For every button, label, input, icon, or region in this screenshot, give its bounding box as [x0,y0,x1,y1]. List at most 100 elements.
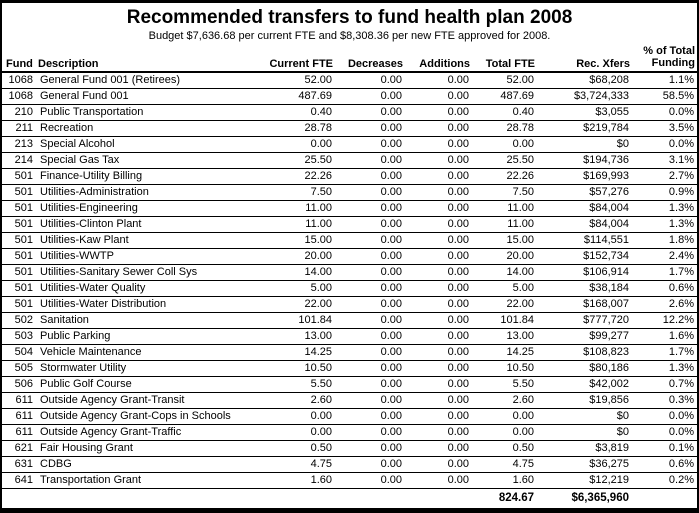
pct-of-total-cell: 12.2% [632,312,697,329]
total-fte-cell: 5.50 [472,376,537,393]
total-fte-cell: 1.60 [472,472,537,489]
total-fte-cell: 0.00 [472,424,537,441]
rec-xfers-cell: $84,004 [537,216,632,233]
table-row: 506 Public Golf Course 5.50 0.00 0.00 5.50 $42… [2,376,697,393]
additions-cell: 0.00 [405,296,472,313]
rec-xfers-cell: $68,208 [537,72,632,89]
total-fte-cell: 22.00 [472,296,537,313]
rec-xfers-cell: $99,277 [537,328,632,345]
current-fte-cell: 22.00 [242,296,335,313]
pct-of-total-cell: 1.7% [632,264,697,281]
table-row: 501 Finance-Utility Billing 22.26 0.00 0.00 2… [2,168,697,185]
current-fte-cell: 20.00 [242,248,335,265]
decreases-cell: 0.00 [335,152,405,169]
fund-cell: 621 [2,440,36,457]
table-row: 505 Stormwater Utility 10.50 0.00 0.00 10.50 $… [2,360,697,377]
description-cell: Utilities-Engineering [36,200,242,217]
table-row: 501 Utilities-Sanitary Sewer Coll Sys 14.0… [2,264,697,281]
fund-cell: 501 [2,184,36,201]
additions-cell: 0.00 [405,456,472,473]
decreases-cell: 0.00 [335,392,405,409]
pct-of-total-cell: 0.9% [632,184,697,201]
additions-cell: 0.00 [405,184,472,201]
decreases-cell: 0.00 [335,360,405,377]
pct-of-total-cell: 3.5% [632,120,697,137]
additions-cell: 0.00 [405,136,472,153]
fund-cell: 1068 [2,88,36,105]
rec-xfers-cell: $36,275 [537,456,632,473]
table-row: 504 Vehicle Maintenance 14.25 0.00 0.00 14.25… [2,344,697,361]
decreases-cell: 0.00 [335,344,405,361]
rec-xfers-cell: $169,993 [537,168,632,185]
fund-cell: 1068 [2,72,36,89]
description-cell: Outside Agency Grant-Traffic [36,424,242,441]
pct-of-total-cell: 0.3% [632,392,697,409]
total-additions-cell [405,489,472,508]
pct-of-total-cell: 0.0% [632,104,697,121]
description-cell: Special Gas Tax [36,152,242,169]
decreases-cell: 0.00 [335,280,405,297]
table-row: 501 Utilities-Administration 7.50 0.00 0.00 7… [2,184,697,201]
rec-xfers-cell: $3,724,333 [537,88,632,105]
total-fte-cell: 20.00 [472,248,537,265]
table-row: 211 Recreation 28.78 0.00 0.00 28.78 $219,784 3… [2,120,697,137]
fund-cell: 506 [2,376,36,393]
fund-cell: 505 [2,360,36,377]
current-fte-cell: 15.00 [242,232,335,249]
rec-xfers-cell: $42,002 [537,376,632,393]
pct-of-total-cell: 1.7% [632,344,697,361]
pct-of-total-cell: 58.5% [632,88,697,105]
table-row: 611 Outside Agency Grant-Traffic 0.00 0.00 0… [2,424,697,441]
fund-cell: 210 [2,104,36,121]
fund-cell: 501 [2,280,36,297]
pct-of-total-cell: 1.3% [632,360,697,377]
fund-cell: 213 [2,136,36,153]
additions-cell: 0.00 [405,104,472,121]
pct-of-total-cell: 0.1% [632,440,697,457]
current-fte-cell: 5.00 [242,280,335,297]
pct-of-total-cell: 0.2% [632,472,697,489]
total-fte-cell: 52.00 [472,72,537,89]
transfers-table: Fund Description Current FTE Decreases A… [2,45,697,507]
description-cell: Utilities-Clinton Plant [36,216,242,233]
additions-cell: 0.00 [405,72,472,89]
pct-of-total-cell: 0.0% [632,424,697,441]
rec-xfers-cell: $108,823 [537,344,632,361]
fund-cell: 504 [2,344,36,361]
fund-cell: 501 [2,216,36,233]
pct-header-line1: % of Total [643,45,695,57]
current-fte-cell: 25.50 [242,152,335,169]
table-header: Fund Description Current FTE Decreases A… [2,45,697,73]
fund-cell: 501 [2,264,36,281]
description-cell: Sanitation [36,312,242,329]
total-fte-cell: 4.75 [472,456,537,473]
description-cell: Utilities-Water Distribution [36,296,242,313]
fund-cell: 501 [2,200,36,217]
pct-of-total-cell: 0.0% [632,408,697,425]
total-fte-cell: 7.50 [472,184,537,201]
pct-of-total-cell: 0.7% [632,376,697,393]
rec-xfers-cell: $12,219 [537,472,632,489]
current-fte-cell: 14.25 [242,344,335,361]
total-fte-cell: 14.00 [472,264,537,281]
table-row: 641 Transportation Grant 1.60 0.00 0.00 1.60 $… [2,472,697,489]
rec-xfers-cell: $194,736 [537,152,632,169]
description-cell: Vehicle Maintenance [36,344,242,361]
decreases-cell: 0.00 [335,88,405,105]
decreases-cell: 0.00 [335,264,405,281]
description-cell: Stormwater Utility [36,360,242,377]
fund-cell: 641 [2,472,36,489]
rec-xfers-cell: $38,184 [537,280,632,297]
decreases-cell: 0.00 [335,424,405,441]
additions-cell: 0.00 [405,88,472,105]
current-fte-cell: 487.69 [242,88,335,105]
fund-cell: 211 [2,120,36,137]
decreases-cell: 0.00 [335,200,405,217]
current-fte-cell: 7.50 [242,184,335,201]
decreases-cell: 0.00 [335,408,405,425]
description-cell: Utilities-Administration [36,184,242,201]
rec-xfers-cell: $0 [537,136,632,153]
table-row: 501 Utilities-Water Quality 5.00 0.00 0.00 5.… [2,280,697,297]
total-fund-cell [2,489,36,508]
